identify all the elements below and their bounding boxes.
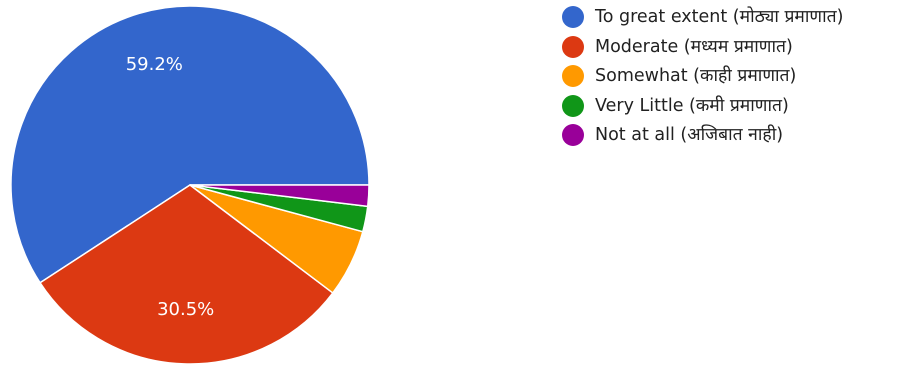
chart-legend: To great extent (मोठ्या प्रमाणात) Moderat… <box>562 6 843 154</box>
pie-slices <box>10 5 370 365</box>
legend-swatch <box>562 124 584 146</box>
legend-item[interactable]: Very Little (कमी प्रमाणात) <box>562 94 843 117</box>
legend-label: To great extent (मोठ्या प्रमाणात) <box>595 7 844 27</box>
legend-swatch <box>562 65 584 87</box>
pie-slice[interactable] <box>39 184 334 365</box>
pie-slice[interactable] <box>10 5 370 284</box>
legend-item[interactable]: Somewhat (काही प्रमाणात) <box>562 65 843 87</box>
legend-item[interactable]: Not at all (अजिबात नाही) <box>562 124 843 146</box>
legend-item[interactable]: To great extent (मोठ्या प्रमाणात) <box>562 6 843 28</box>
legend-swatch <box>562 35 584 58</box>
legend-label: Not at all (अजिबात नाही) <box>595 125 784 145</box>
pie-slice-label: 59.2% <box>126 54 183 75</box>
pie-data-labels: 59.2% 30.5% <box>126 54 215 320</box>
legend-swatch <box>562 94 584 117</box>
legend-label: Moderate (मध्यम प्रमाणात) <box>595 36 793 57</box>
pie-chart: 59.2% 30.5% <box>10 5 370 365</box>
legend-label: Somewhat (काही प्रमाणात) <box>595 66 797 86</box>
pie-slice[interactable] <box>189 184 370 208</box>
pie-slice-label: 30.5% <box>157 299 214 320</box>
legend-item[interactable]: Moderate (मध्यम प्रमाणात) <box>562 35 843 58</box>
legend-label: Very Little (कमी प्रमाणात) <box>595 95 789 116</box>
legend-swatch <box>562 6 584 28</box>
